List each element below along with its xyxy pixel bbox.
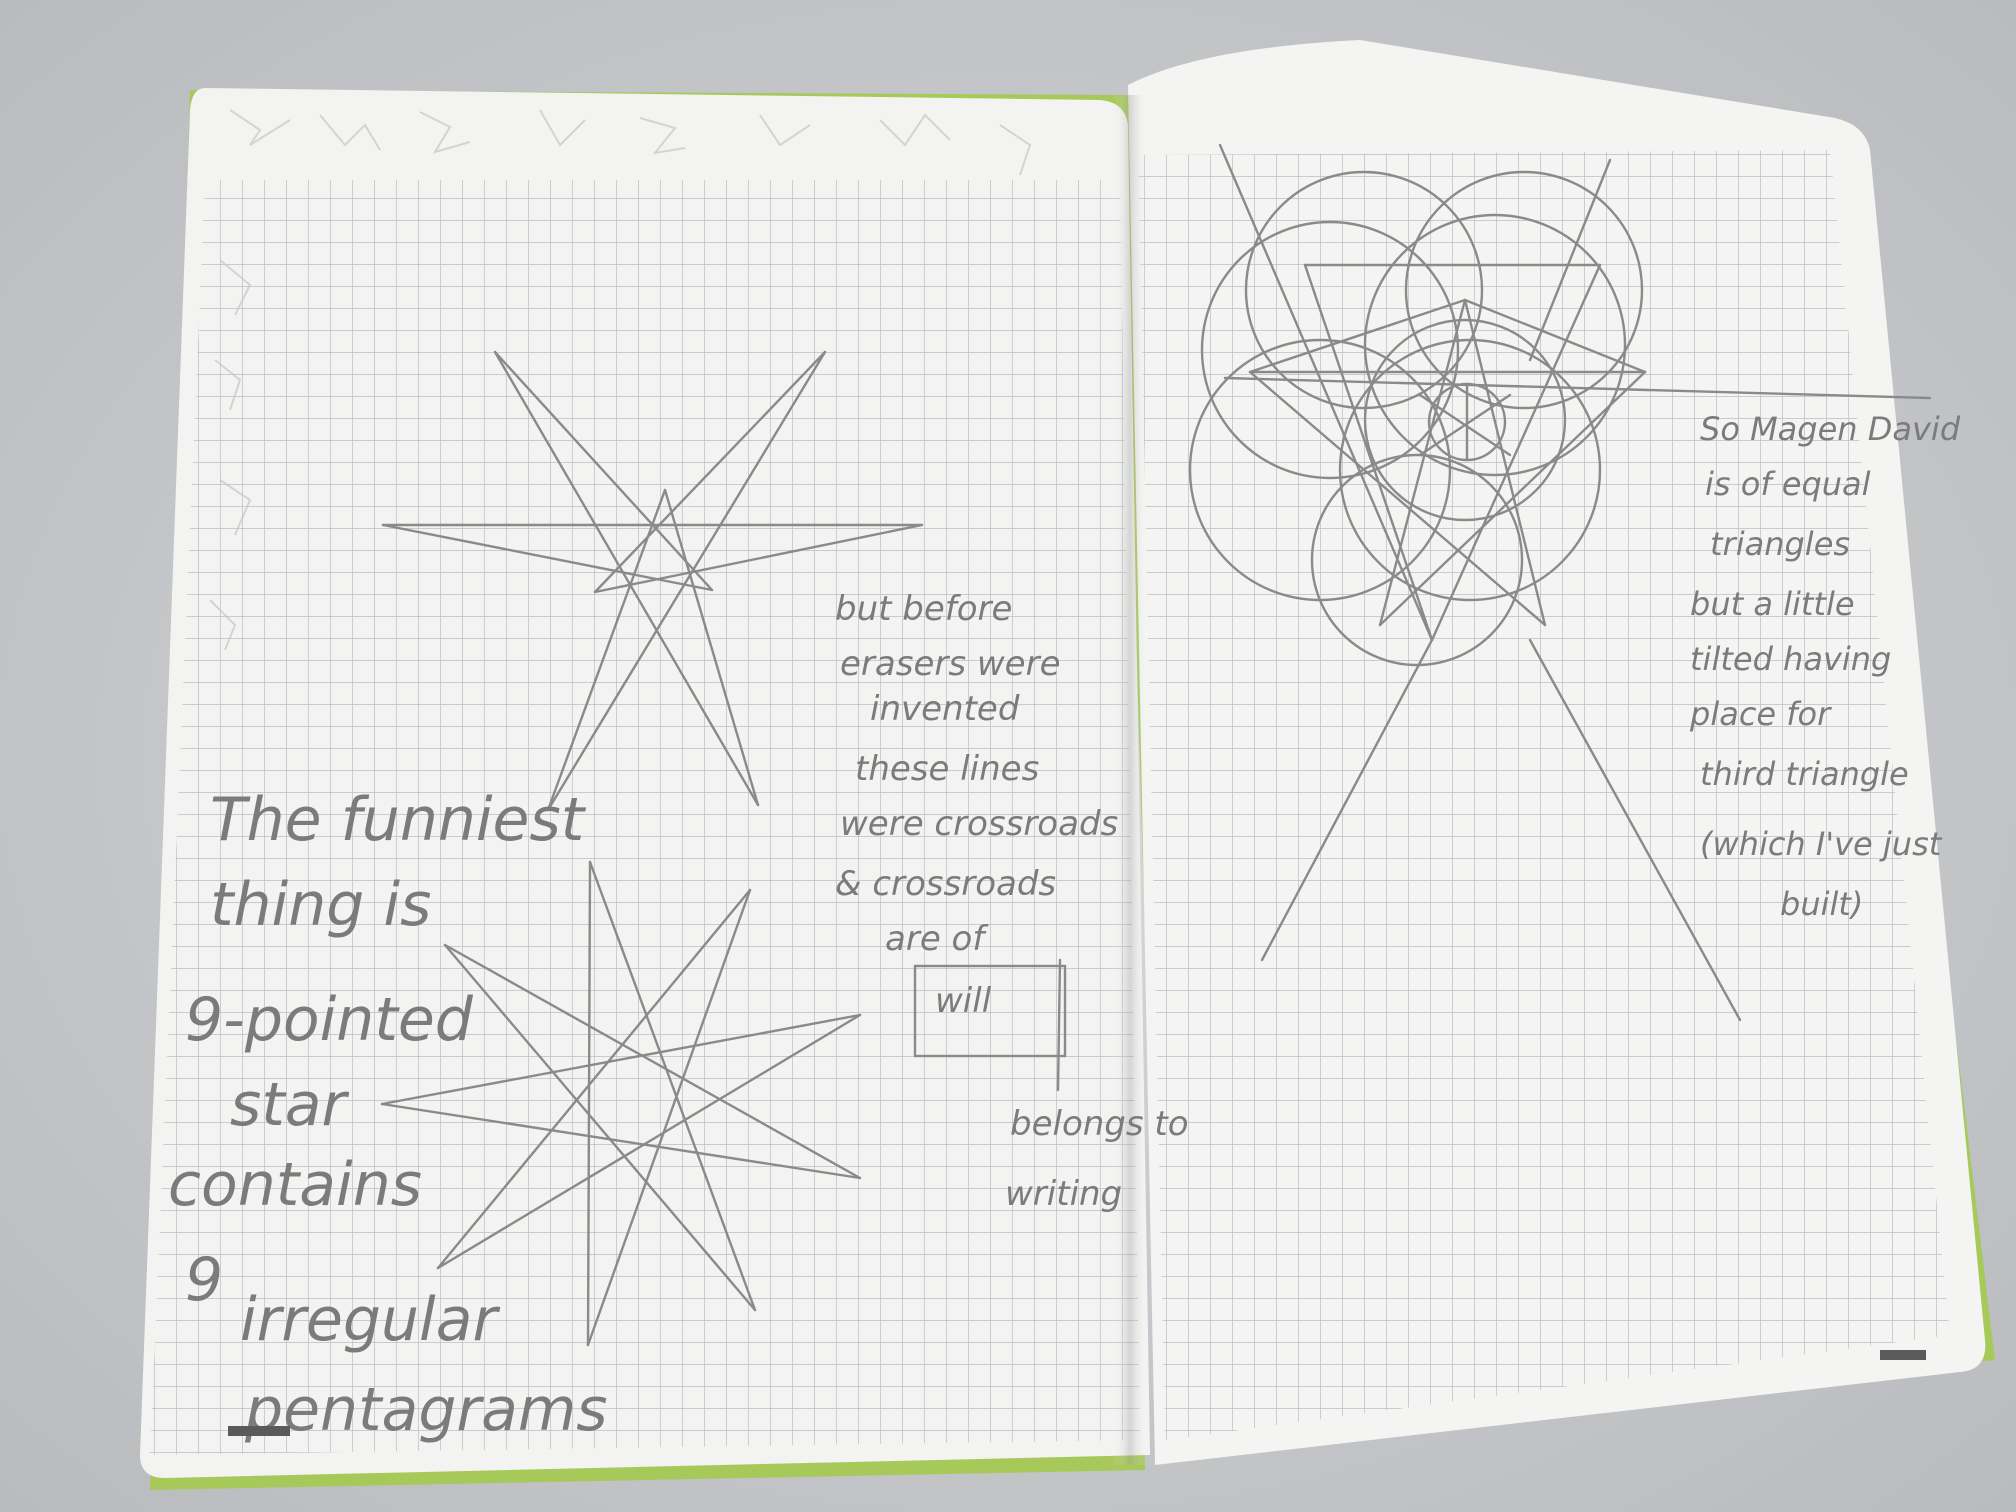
- note-line: place for: [1689, 695, 1832, 733]
- note-line: pentagrams: [244, 1375, 608, 1445]
- left-main-note: The funniest thing is 9-pointed star con…: [168, 785, 608, 1445]
- note-line: thing is: [210, 870, 431, 940]
- right-page-note: So Magen David is of equal triangles but…: [1689, 410, 1961, 923]
- note-line: are of: [885, 919, 989, 959]
- note-line: built): [1780, 885, 1863, 923]
- note-line: star: [230, 1070, 350, 1140]
- right-page: [1128, 40, 1986, 1465]
- note-line: belongs to: [1010, 1104, 1189, 1144]
- box-outline: [913, 964, 1067, 1058]
- left-middle-note: but before erasers were invented these l…: [835, 589, 1118, 1021]
- note-line: 9-pointed: [185, 985, 474, 1055]
- note-line: were crossroads: [840, 804, 1118, 844]
- note-line: tilted having: [1690, 640, 1891, 678]
- note-line: these lines: [855, 749, 1039, 789]
- note-line: contains: [168, 1150, 422, 1220]
- note-line: triangles: [1710, 525, 1850, 563]
- note-line: (which I've just: [1700, 825, 1943, 863]
- brand-mark-left: [228, 1426, 290, 1436]
- note-line: 9: [185, 1245, 223, 1315]
- left-page: [140, 88, 1150, 1478]
- note-line: erasers were: [840, 644, 1061, 684]
- spine-shadow: [1112, 95, 1148, 1465]
- brand-mark-right: [1880, 1350, 1926, 1360]
- note-line: & crossroads: [835, 864, 1056, 904]
- note-line: but a little: [1690, 585, 1855, 623]
- star-drawing-nine-pointed: [380, 860, 862, 1347]
- note-line: but before: [835, 589, 1012, 629]
- boxed-word: will: [935, 981, 992, 1021]
- note-line: writing: [1005, 1174, 1122, 1214]
- construction-drawing: [1188, 143, 1932, 1022]
- star-drawing-top: [381, 350, 924, 812]
- left-bottom-note: belongs to writing: [1005, 1104, 1189, 1214]
- note-line: is of equal: [1705, 465, 1871, 503]
- note-line: irregular: [240, 1285, 500, 1355]
- note-line: The funniest: [210, 785, 587, 855]
- note-line: third triangle: [1700, 755, 1909, 793]
- note-line: invented: [870, 689, 1020, 729]
- note-line: So Magen David: [1700, 410, 1961, 448]
